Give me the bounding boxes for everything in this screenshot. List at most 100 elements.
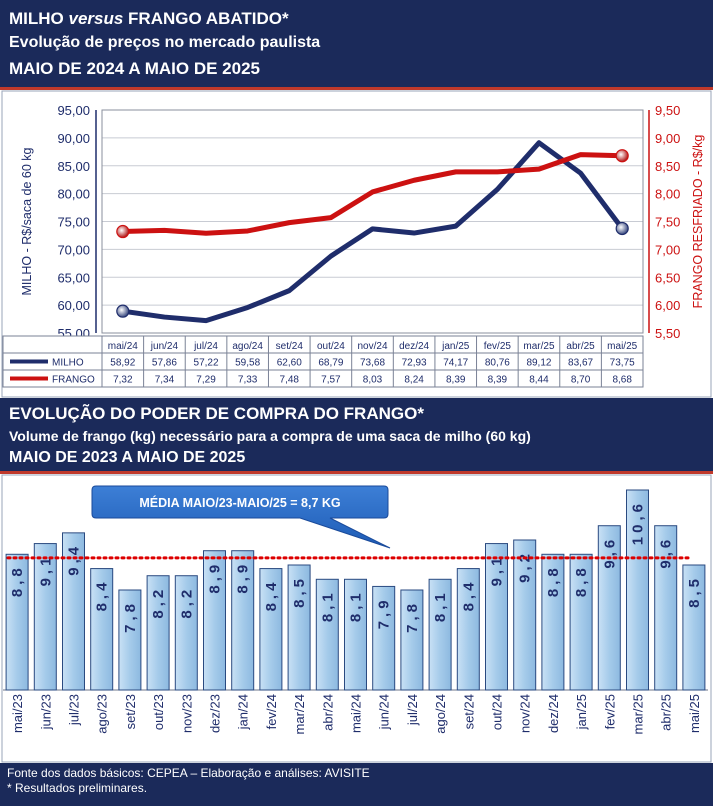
milho-point-marker — [615, 221, 629, 236]
data-table: mai/24 jun/24 jul/24 ago/24 set/24 out/24 nov/… — [2, 335, 644, 388]
legend-label: FRANGO — [52, 375, 95, 386]
y-axis-title: MILHO - R$/saca de 60 kg — [20, 147, 34, 295]
x-tick-label: out/23 — [151, 694, 166, 730]
purchasing-power-header: EVOLUÇÃO DO PODER DE COMPRA DO FRANGO* V… — [0, 398, 713, 474]
bar — [62, 532, 85, 691]
bar — [626, 489, 649, 691]
bar — [513, 539, 537, 691]
bar-value-label: 8,1 — [348, 589, 365, 622]
bar — [372, 585, 396, 691]
x-tick-label: out/24 — [317, 341, 345, 352]
y-tick-label: 75,00 — [57, 215, 90, 230]
data-label: 58,92 — [110, 358, 135, 369]
x-tick-label: mai/25 — [607, 341, 637, 352]
y2-tick-label: 7,50 — [655, 215, 680, 230]
header-title: MILHO versus FRANGO ABATIDO* — [9, 9, 289, 28]
y2-tick-label: 6,00 — [655, 298, 680, 313]
average-callout-text: MÉDIA MAIO/23-MAIO/25 = 8,7 KG — [139, 495, 340, 510]
y2-tick-label: 8,00 — [655, 187, 680, 202]
x-tick-label: dez/24 — [546, 694, 561, 733]
x-tick-label: ago/23 — [95, 694, 110, 734]
header-subtitle: Evolução de preços no mercado paulista — [9, 34, 321, 51]
source-note: Fonte dos dados básicos: CEPEA – Elabora… — [7, 766, 370, 780]
data-label: 72,93 — [402, 358, 427, 369]
bar — [682, 564, 706, 691]
data-label: 8,24 — [404, 375, 424, 386]
x-tick-label: jun/24 — [150, 341, 179, 352]
bar-value-label: 8,5 — [291, 575, 308, 608]
x-tick-label: mai/24 — [108, 341, 138, 352]
data-label: 89,12 — [526, 358, 551, 369]
data-label: 73,75 — [610, 358, 635, 369]
data-label: 7,29 — [196, 375, 216, 386]
x-tick-label: ago/24 — [433, 694, 448, 734]
data-label: 8,68 — [612, 375, 632, 386]
bar-value-label: 7,9 — [376, 596, 393, 629]
y-tick-label: 60,00 — [57, 298, 90, 313]
bar-value-label: 8,8 — [573, 564, 590, 597]
x-tick-label: fev/24 — [264, 694, 279, 729]
frango-series-line — [120, 152, 625, 236]
x-tick-label: dez/24 — [399, 341, 429, 352]
y-tick-label: 90,00 — [57, 131, 90, 146]
bar-value-label: 8,9 — [235, 561, 252, 594]
bar — [33, 543, 57, 691]
data-label: 8,39 — [446, 375, 466, 386]
bar-value-label: 8,8 — [9, 564, 26, 597]
data-label: 83,67 — [568, 358, 593, 369]
x-tick-label: mar/24 — [292, 694, 307, 734]
bar-value-label: 8,5 — [686, 575, 703, 608]
bar-value-label: 8,4 — [94, 579, 111, 612]
bar-value-label: 8,1 — [319, 589, 336, 622]
x-tick-label: abr/25 — [566, 341, 595, 352]
y2-tick-label: 7,00 — [655, 242, 680, 257]
bar — [400, 589, 424, 691]
x-tick-label: fev/25 — [484, 341, 512, 352]
price-chart-header: MILHO versus FRANGO ABATIDO* Evolução de… — [0, 0, 713, 90]
purchasing-power-bar-chart: 8,8mai/239,1jun/239,4jul/238,4ago/237,8s… — [1, 474, 712, 763]
bar — [456, 568, 480, 691]
bar-value-label: 8,4 — [460, 579, 477, 612]
bar — [485, 543, 508, 691]
bar — [259, 568, 283, 691]
x-tick-label: abr/24 — [320, 694, 335, 731]
data-label: 62,60 — [277, 358, 302, 369]
x-tick-label: mai/24 — [349, 694, 364, 733]
x-tick-label: mai/23 — [10, 694, 25, 733]
data-label: 8,03 — [363, 375, 383, 386]
plot-area — [101, 109, 644, 334]
milho-series-line — [120, 140, 625, 324]
bar — [203, 550, 226, 691]
x-tick-label: dez/23 — [208, 694, 223, 733]
y2-tick-label: 9,50 — [655, 103, 680, 118]
x-tick-label: ago/24 — [232, 341, 263, 352]
bar-value-label: 8,4 — [263, 579, 280, 612]
frango-point-marker — [116, 224, 130, 239]
bar-value-label: 8,9 — [207, 561, 224, 594]
data-label: 80,76 — [485, 358, 510, 369]
bar — [118, 589, 142, 691]
bar — [428, 578, 452, 691]
bar — [90, 568, 114, 691]
y-tick-label: 70,00 — [57, 242, 90, 257]
bar-value-label: 9,1 — [489, 554, 506, 587]
data-label: 73,68 — [360, 358, 385, 369]
y-tick-label: 85,00 — [57, 159, 90, 174]
bar-value-label: 7,8 — [122, 600, 139, 633]
bar — [344, 578, 367, 691]
data-label: 8,39 — [488, 375, 508, 386]
y2-tick-label: 9,00 — [655, 131, 680, 146]
x-tick-label: set/24 — [276, 341, 304, 352]
bar — [146, 575, 170, 691]
data-label: 8,70 — [571, 375, 591, 386]
x-tick-label: nov/24 — [357, 341, 387, 352]
x-tick-label: nov/23 — [179, 694, 194, 733]
bar-value-label: 8,2 — [178, 586, 195, 619]
x-tick-label: jan/25 — [441, 341, 470, 352]
data-label: 7,48 — [280, 375, 300, 386]
bar-value-label: 8,8 — [545, 564, 562, 597]
bar — [315, 578, 339, 691]
x-tick-label: set/23 — [123, 694, 138, 729]
data-label: 57,86 — [152, 358, 177, 369]
